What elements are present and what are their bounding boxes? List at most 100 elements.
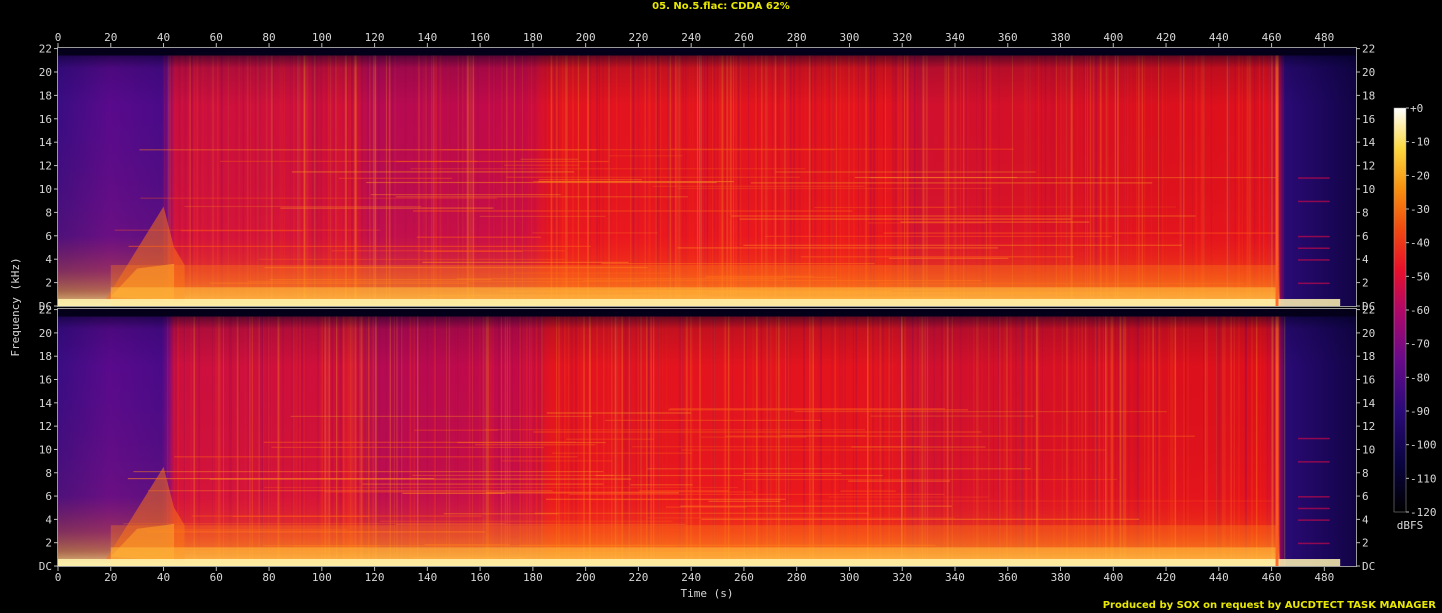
y-tick-label: 14 [39, 397, 53, 410]
y-tick-label: DC [1362, 560, 1375, 573]
spectrogram-channel-1 [58, 48, 1356, 306]
x-tick-label: 200 [576, 31, 596, 44]
y-tick-label: 2 [1362, 277, 1369, 290]
y-axis-label: Frequency (kHz) [9, 257, 22, 356]
y-tick-label: 4 [45, 253, 52, 266]
colorbar-tick-label: -50 [1410, 270, 1430, 283]
y-tick-label: 14 [39, 136, 53, 149]
colorbar [1393, 107, 1407, 513]
spectrogram-channel-2 [58, 309, 1356, 566]
y-tick-label: 6 [45, 230, 52, 243]
y-tick-label: 6 [1362, 230, 1369, 243]
colorbar-tick-label: -90 [1410, 405, 1430, 418]
x-tick-label: 480 [1314, 571, 1334, 584]
y-tick-label: 18 [39, 89, 52, 102]
y-tick-label: 8 [45, 206, 52, 219]
x-tick-label: 100 [312, 31, 332, 44]
x-axis-label: Time (s) [681, 587, 734, 600]
x-tick-label: 160 [470, 571, 490, 584]
x-tick-label: 380 [1051, 571, 1071, 584]
x-tick-label: 260 [734, 571, 754, 584]
y-tick-label: 10 [39, 443, 52, 456]
y-tick-label: 16 [39, 113, 52, 126]
x-tick-label: 420 [1156, 571, 1176, 584]
colorbar-tick-label: -30 [1410, 203, 1430, 216]
y-tick-label: 20 [1362, 66, 1375, 79]
y-tick-label: 10 [39, 183, 52, 196]
x-tick-label: 300 [840, 571, 860, 584]
x-tick-label: 60 [210, 571, 223, 584]
y-tick-label: 8 [1362, 206, 1369, 219]
x-tick-label: 20 [104, 31, 117, 44]
x-tick-label: 20 [104, 571, 117, 584]
y-tick-label: 10 [1362, 443, 1375, 456]
y-tick-label: 22 [39, 43, 52, 56]
x-tick-label: 440 [1209, 31, 1229, 44]
x-tick-label: 180 [523, 31, 543, 44]
credit-text: Produced by SOX on request by AUCDTECT T… [1102, 600, 1436, 611]
y-tick-label: 16 [1362, 113, 1375, 126]
x-tick-label: 80 [262, 571, 275, 584]
x-tick-label: 40 [157, 571, 170, 584]
y-tick-label: 14 [1362, 136, 1376, 149]
x-tick-label: 400 [1103, 571, 1123, 584]
x-tick-label: 120 [365, 571, 385, 584]
x-tick-label: 160 [470, 31, 490, 44]
x-tick-label: 0 [55, 571, 62, 584]
y-tick-label: 14 [1362, 397, 1376, 410]
x-tick-label: 460 [1262, 571, 1282, 584]
colorbar-tick-label: -120 [1410, 506, 1437, 519]
y-tick-label: 2 [45, 277, 52, 290]
x-tick-label: 140 [417, 571, 437, 584]
y-tick-label: 10 [1362, 183, 1375, 196]
x-tick-label: 220 [628, 31, 648, 44]
y-tick-label: 4 [1362, 513, 1369, 526]
y-tick-label: 18 [1362, 89, 1375, 102]
y-tick-label: 18 [39, 350, 52, 363]
x-tick-label: 320 [892, 571, 912, 584]
y-tick-label: 12 [1362, 420, 1375, 433]
colorbar-tick-label: -100 [1410, 439, 1437, 452]
y-tick-label: 4 [45, 513, 52, 526]
y-tick-label: DC [39, 300, 52, 313]
colorbar-tick-label: -40 [1410, 237, 1430, 250]
y-tick-label: 20 [1362, 327, 1375, 340]
y-tick-label: 4 [1362, 253, 1369, 266]
x-tick-label: 120 [365, 31, 385, 44]
y-tick-label: 20 [39, 66, 52, 79]
x-tick-label: 340 [945, 571, 965, 584]
x-tick-label: 40 [157, 31, 170, 44]
x-tick-label: 440 [1209, 571, 1229, 584]
y-tick-label: 12 [1362, 160, 1375, 173]
x-tick-label: 420 [1156, 31, 1176, 44]
y-tick-label: 20 [39, 327, 52, 340]
y-tick-label: 8 [45, 467, 52, 480]
x-tick-label: 80 [262, 31, 275, 44]
x-tick-label: 380 [1051, 31, 1071, 44]
colorbar-tick-label: +0 [1410, 102, 1423, 115]
y-tick-label: 18 [1362, 350, 1375, 363]
colorbar-tick-label: -110 [1410, 472, 1437, 485]
x-tick-label: 140 [417, 31, 437, 44]
colorbar-tick-label: -20 [1410, 169, 1430, 182]
y-tick-label: 22 [1362, 43, 1375, 56]
x-tick-label: 320 [892, 31, 912, 44]
y-tick-label: 22 [1362, 304, 1375, 317]
y-tick-label: 8 [1362, 467, 1369, 480]
y-tick-label: 22 [39, 304, 52, 317]
x-tick-label: 360 [998, 571, 1018, 584]
x-tick-label: 60 [210, 31, 223, 44]
x-tick-label: 260 [734, 31, 754, 44]
x-tick-label: 240 [681, 571, 701, 584]
y-tick-label: 2 [1362, 537, 1369, 550]
x-tick-label: 220 [628, 571, 648, 584]
colorbar-tick-label: -10 [1410, 136, 1430, 149]
x-tick-label: 0 [55, 31, 62, 44]
x-tick-label: 340 [945, 31, 965, 44]
colorbar-tick-label: -70 [1410, 338, 1430, 351]
colorbar-tick-label: -60 [1410, 304, 1430, 317]
x-tick-label: 200 [576, 571, 596, 584]
x-tick-label: 280 [787, 571, 807, 584]
y-tick-label: 16 [39, 374, 52, 387]
